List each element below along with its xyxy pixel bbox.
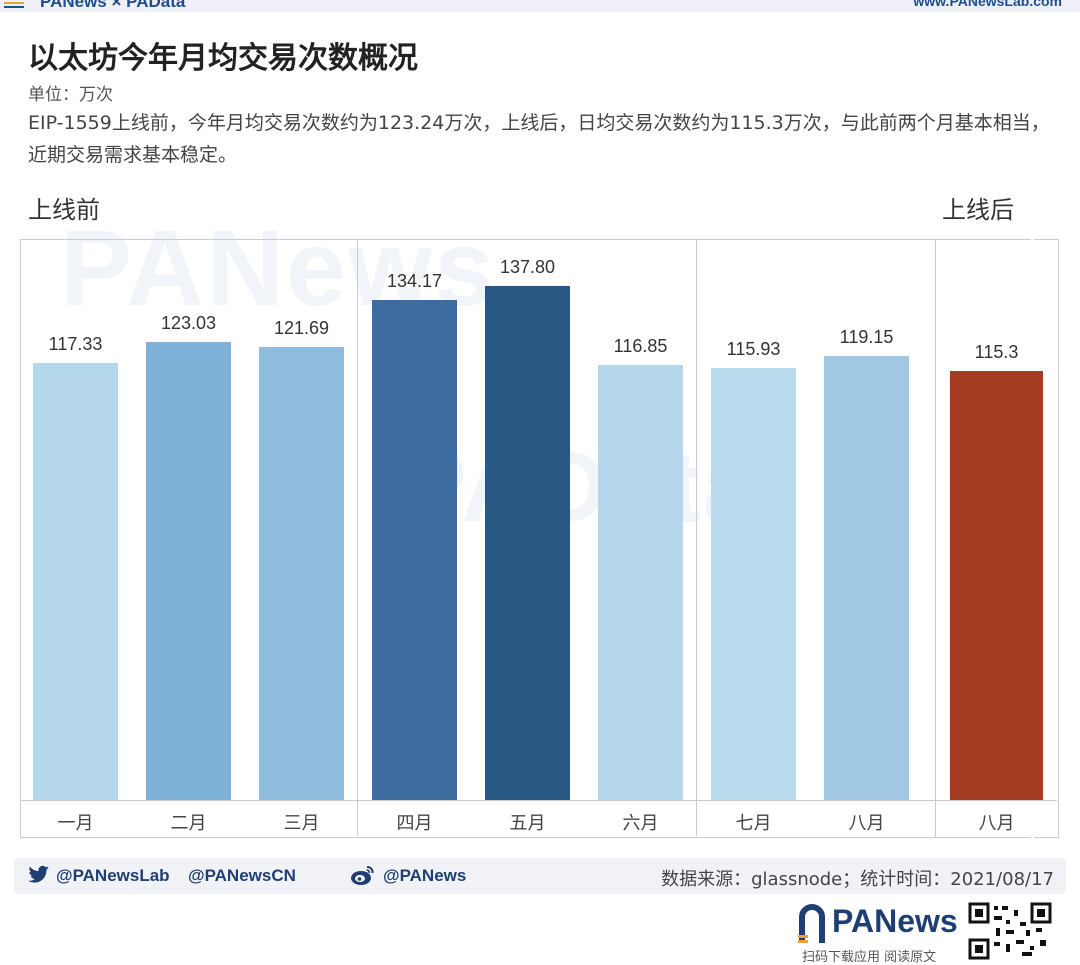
- category-label: 二月: [170, 813, 207, 834]
- category-label: 五月: [509, 813, 546, 834]
- data-label: 121.69: [273, 317, 330, 338]
- twitter-handle[interactable]: @PANewsLab: [56, 866, 170, 885]
- bar-before-8: [824, 356, 909, 800]
- brand-stripe-icon: [4, 2, 24, 8]
- quarter-divider: [357, 239, 358, 836]
- watermark-padata: PAData: [400, 431, 761, 543]
- data-label: 116.85: [613, 335, 668, 356]
- unit-label: 单位：万次: [28, 85, 113, 105]
- category-label: 八月: [978, 813, 1015, 834]
- chart-panel-after: [935, 239, 1059, 838]
- x-axis-after: [935, 800, 1057, 801]
- category-label: 四月: [396, 813, 433, 834]
- logo-caption: 扫码下载应用 阅读原文: [802, 950, 937, 965]
- category-label: 六月: [622, 813, 659, 834]
- category-label: 八月: [848, 813, 885, 834]
- panews-logo-icon[interactable]: [798, 903, 958, 949]
- section-label-after: 上线后: [942, 196, 1014, 224]
- panews-logo-text: PANews: [832, 903, 958, 939]
- header-url[interactable]: www.PANewsLab.com: [913, 0, 1062, 9]
- data-source: 数据来源：glassnode；统计时间：2021/08/17: [661, 869, 1054, 890]
- data-label: 119.15: [839, 327, 894, 348]
- data-label: 123.03: [160, 312, 217, 333]
- weibo-handle[interactable]: @PANews: [383, 866, 467, 885]
- category-label: 七月: [735, 813, 772, 834]
- top-banner: PANews × PAData www.PANewsLab.com: [0, 0, 1080, 12]
- category-label: 三月: [283, 813, 320, 834]
- quarter-divider: [696, 239, 697, 836]
- data-label: 134.17: [386, 270, 443, 291]
- qr-code[interactable]: [966, 900, 1056, 961]
- data-label: 115.93: [726, 339, 781, 360]
- footer-bar: [14, 858, 1066, 894]
- bar-before-2: [146, 341, 231, 800]
- twitter-icon[interactable]: [28, 865, 50, 885]
- bar-before-7: [711, 368, 796, 800]
- bar-before-4: [372, 299, 457, 800]
- bar-before-1: [33, 363, 118, 800]
- data-label: 117.33: [48, 334, 103, 354]
- bar-before-3: [259, 346, 344, 800]
- bar-before-6: [598, 364, 683, 800]
- bar-before-5: [485, 286, 570, 800]
- section-label-before: 上线前: [28, 196, 100, 224]
- page-title: 以太坊今年月均交易次数概况: [28, 41, 418, 76]
- weibo-icon[interactable]: [350, 864, 376, 886]
- category-label: 一月: [57, 813, 94, 834]
- data-label: 137.80: [499, 257, 556, 277]
- header-brand: PANews × PAData: [40, 0, 186, 11]
- bar-after-1: [950, 370, 1043, 800]
- twitter-handle[interactable]: @PANewsCN: [188, 866, 296, 885]
- description: EIP-1559上线前，今年月均交易次数约为123.24万次，上线后，日均交易次…: [28, 112, 1050, 166]
- x-axis-before: [20, 800, 1030, 801]
- data-label: 115.3: [974, 341, 1019, 362]
